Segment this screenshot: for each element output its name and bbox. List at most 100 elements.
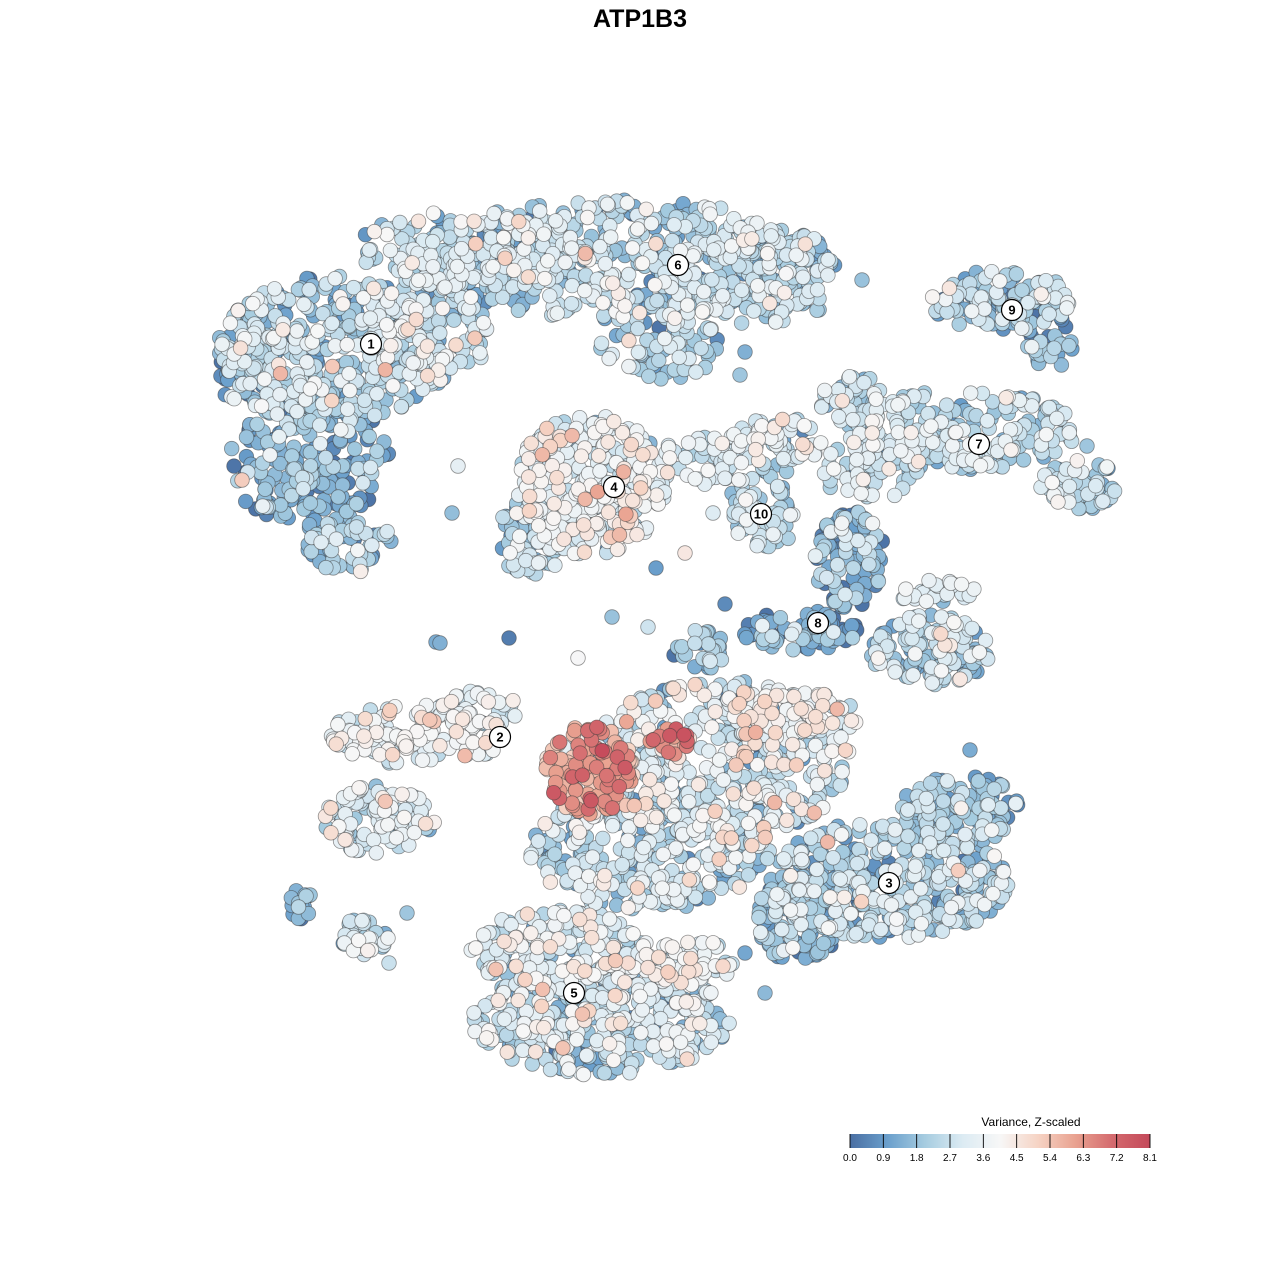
scatter-point (751, 909, 767, 926)
scatter-point (964, 620, 980, 637)
scatter-point (381, 955, 397, 971)
scatter-point (706, 242, 722, 258)
scatter-point (717, 470, 733, 486)
scatter-point (856, 374, 872, 391)
scatter-point (900, 802, 916, 818)
scatter-point (542, 1061, 559, 1078)
scatter-point (1008, 266, 1025, 282)
scatter-point (266, 281, 283, 297)
scatter-point (911, 842, 927, 859)
scatter-point (861, 556, 877, 573)
scatter-point (364, 537, 380, 554)
scatter-point (301, 282, 317, 298)
scatter-point (935, 793, 952, 809)
scatter-point (272, 455, 288, 472)
scatter-point (348, 496, 365, 512)
scatter-point (887, 664, 903, 680)
scatter-point (255, 498, 271, 514)
scatter-point (763, 228, 779, 244)
scatter-point (579, 1047, 595, 1064)
scatter-point (284, 448, 300, 464)
scatter-point (634, 1002, 651, 1018)
scatter-point (563, 295, 580, 312)
scatter-point (549, 305, 566, 321)
scatter-point (361, 242, 378, 258)
scatter-point (399, 905, 415, 921)
scatter-point (746, 303, 762, 319)
scatter-point (362, 310, 379, 326)
scatter-point (630, 344, 647, 361)
scatter-point (823, 446, 839, 462)
scatter-point (327, 270, 343, 287)
scatter-point (339, 401, 356, 417)
scatter-point (645, 1038, 662, 1054)
scatter-point (671, 349, 687, 366)
scatter-point (223, 440, 240, 457)
scatter-point (530, 833, 547, 849)
scatter-point (289, 323, 305, 339)
scatter-point (530, 555, 547, 571)
scatter-point (820, 252, 836, 268)
scatter-point (614, 857, 631, 873)
scatter-point (703, 1034, 719, 1050)
scatter-point (905, 667, 921, 683)
scatter-point (621, 358, 637, 375)
scatter-point (466, 1005, 482, 1021)
scatter-point (547, 846, 563, 862)
scatter-point (366, 407, 383, 424)
scatter-point (774, 921, 790, 938)
scatter-point (368, 845, 385, 861)
scatter-point (257, 481, 273, 497)
scatter-point (501, 630, 517, 646)
scatter-point (957, 826, 973, 843)
scatter-point (970, 773, 987, 789)
scatter-point (776, 851, 792, 867)
scatter-point (775, 450, 792, 467)
scatter-point (1061, 478, 1078, 495)
scatter-point (495, 509, 511, 526)
scatter-point (475, 927, 492, 943)
scatter-point (936, 842, 952, 859)
scatter-point (877, 840, 893, 857)
scatter-point (883, 897, 900, 913)
scatter-point (829, 557, 846, 573)
scatter-point (794, 851, 810, 868)
scatter-point (976, 301, 993, 317)
scatter-point (837, 586, 853, 603)
scatter-point (313, 534, 329, 551)
scatter-point (757, 985, 773, 1001)
scatter-point (604, 609, 620, 625)
scatter-point (453, 240, 470, 257)
scatter-point (770, 478, 786, 495)
scatter-point (900, 828, 916, 844)
scatter-point (737, 945, 753, 961)
scatter-point (354, 913, 370, 929)
scatter-point (740, 867, 757, 883)
scatter-point (831, 409, 847, 425)
scatter-point (993, 800, 1009, 816)
scatter-point (753, 890, 770, 907)
scatter-point (290, 899, 307, 915)
scatter-point (432, 325, 448, 341)
scatter-point (365, 832, 382, 848)
scatter-point (269, 406, 286, 422)
scatter-points (211, 192, 1123, 1083)
scatter-point (715, 288, 731, 304)
scatter-point (717, 596, 733, 612)
scatter-point (472, 345, 488, 361)
scatter-point (523, 850, 539, 866)
scatter-point (393, 398, 410, 415)
scatter-point (737, 344, 753, 360)
scatter-point (1087, 478, 1104, 494)
scatter-point (844, 630, 861, 646)
scatter-point (979, 413, 996, 429)
scatter-point (214, 336, 230, 353)
scatter-point (599, 196, 616, 213)
scatter-point (548, 213, 564, 229)
scatter-point (1095, 493, 1111, 510)
scatter-point (785, 642, 801, 658)
scatter-point (1049, 410, 1065, 427)
scatter-point (733, 315, 750, 331)
scatter-point (1038, 273, 1054, 289)
scatter-point (886, 487, 903, 504)
